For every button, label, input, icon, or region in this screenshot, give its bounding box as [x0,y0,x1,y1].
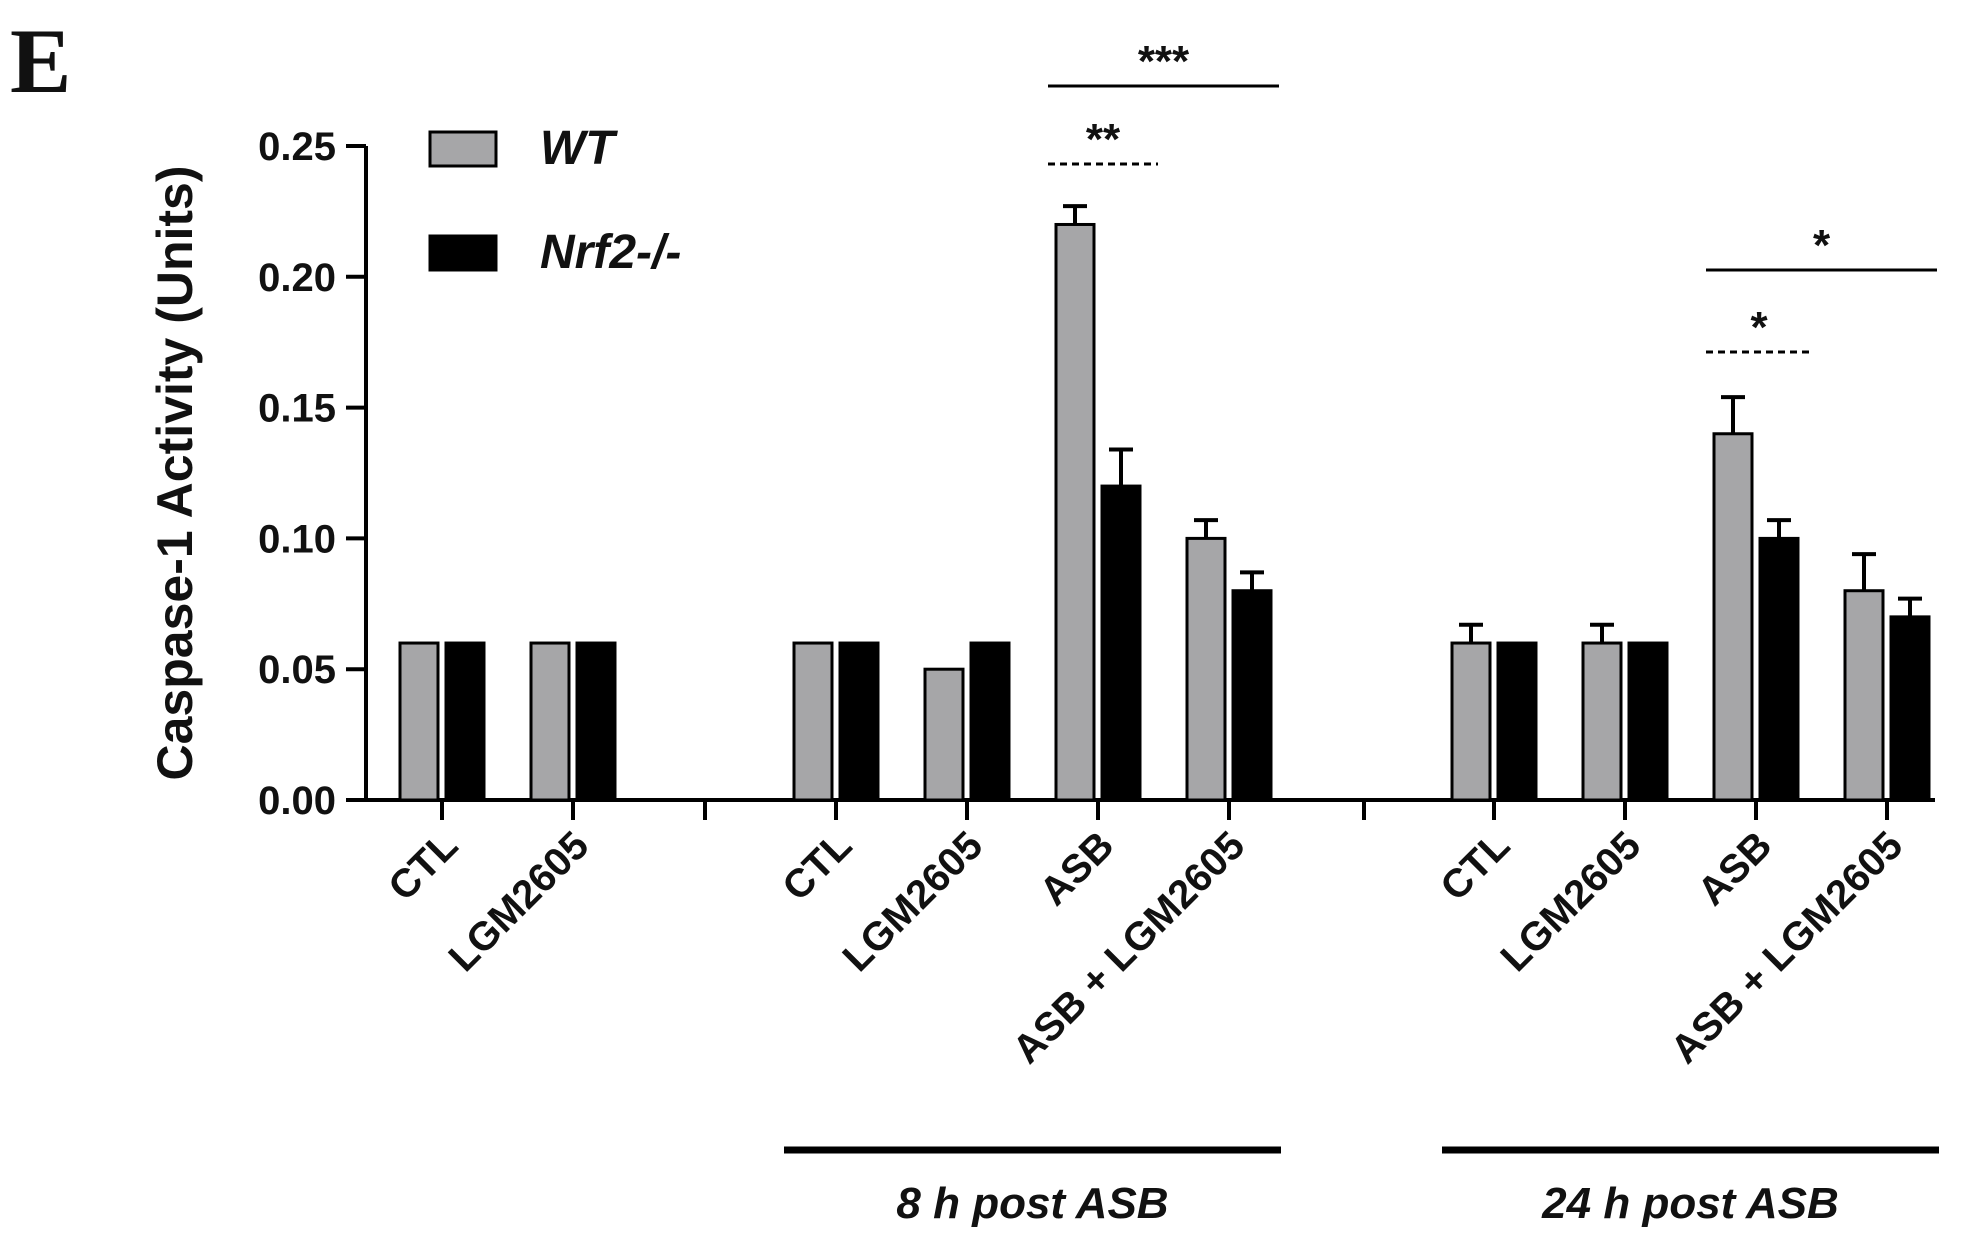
group-label: 24 h post ASB [1541,1179,1839,1228]
y-tick-label: 0.05 [258,648,336,692]
legend: WT Nrf2-/- [428,122,681,279]
bar-wt [1450,641,1492,802]
significance-label: ** [1086,115,1121,164]
bar-wt [1581,641,1623,802]
bar-wt [1054,222,1096,802]
category-label: ASB [1690,823,1781,914]
group-labels: 8 h post ASB 24 h post ASB [784,1146,1939,1228]
bar-wt [1185,536,1227,802]
bars [398,204,1931,802]
category-label: LGM2605 [440,823,597,980]
legend-label: WT [540,122,618,175]
legend-swatch [428,130,498,168]
legend-swatch [428,234,498,272]
y-tick-label: 0.00 [258,779,336,823]
bar-nrf2 [1889,615,1931,802]
bar-wt [923,667,965,802]
bar-nrf2 [969,641,1011,802]
y-tick-label: 0.25 [258,125,336,169]
significance-annotations: ******* [1048,37,1937,354]
y-tick-label: 0.15 [258,387,336,431]
panel-label: E [10,10,71,112]
bar-wt [1712,432,1754,802]
category-label: CTL [380,823,466,909]
bar-wt [792,641,834,802]
bar-nrf2 [1231,589,1273,802]
y-tick-label: 0.10 [258,517,336,561]
significance-label: * [1750,303,1768,352]
category-label: CTL [774,823,860,909]
category-label: ASB + LGM2605 [1005,823,1254,1072]
bar-nrf2 [575,641,617,802]
category-label: CTL [1432,823,1518,909]
category-label: LGM2605 [1492,823,1649,980]
significance-label: * [1813,221,1831,270]
category-label: ASB [1032,823,1123,914]
significance-label: *** [1138,37,1190,86]
category-label: LGM2605 [834,823,991,980]
bar-nrf2 [1627,641,1669,802]
category-label: ASB + LGM2605 [1663,823,1912,1072]
group-label: 8 h post ASB [896,1179,1168,1228]
bar-wt [398,641,440,802]
bar-nrf2 [444,641,486,802]
bar-nrf2 [1758,536,1800,802]
y-tick-label: 0.20 [258,256,336,300]
bar-nrf2 [1496,641,1538,802]
bar-wt [1843,589,1885,802]
bar-wt [529,641,571,802]
y-axis-label: Caspase-1 Activity (Units) [147,166,203,781]
bar-nrf2 [838,641,880,802]
legend-label: Nrf2-/- [540,226,681,279]
bar-nrf2 [1100,484,1142,802]
